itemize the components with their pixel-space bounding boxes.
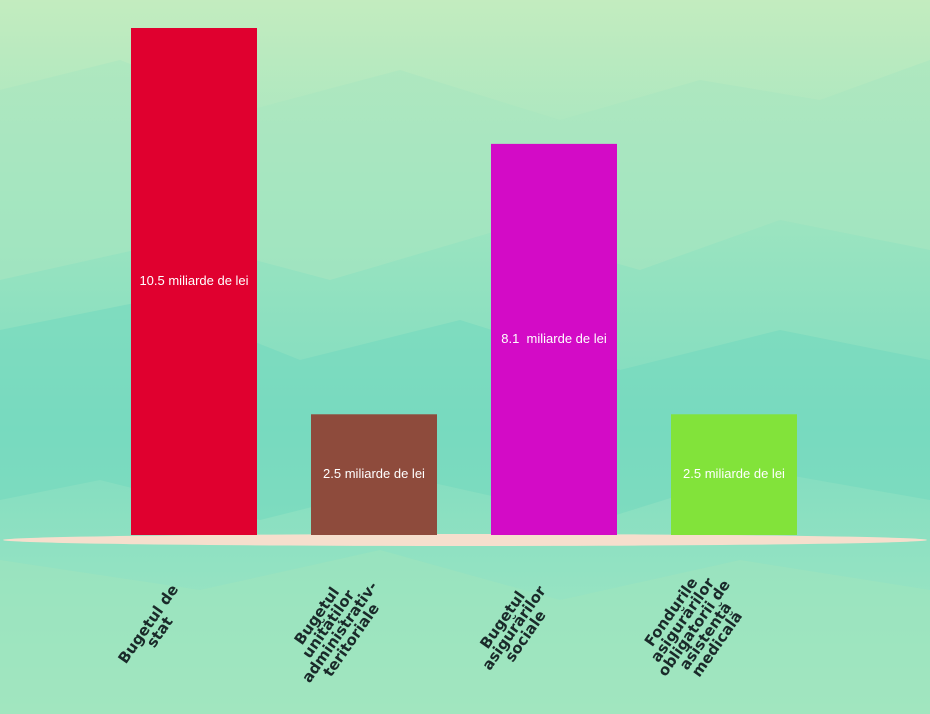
bg-shape	[0, 550, 930, 714]
bar	[491, 143, 617, 535]
bar	[311, 414, 437, 535]
bar	[131, 28, 257, 535]
value-label: 8.1 miliarde de lei	[501, 331, 607, 346]
value-label: 2.5 miliarde de lei	[323, 466, 425, 481]
baseline	[3, 534, 927, 546]
value-label: 2.5 miliarde de lei	[683, 466, 785, 481]
bar	[671, 414, 797, 535]
value-label: 10.5 miliarde de lei	[139, 273, 248, 288]
